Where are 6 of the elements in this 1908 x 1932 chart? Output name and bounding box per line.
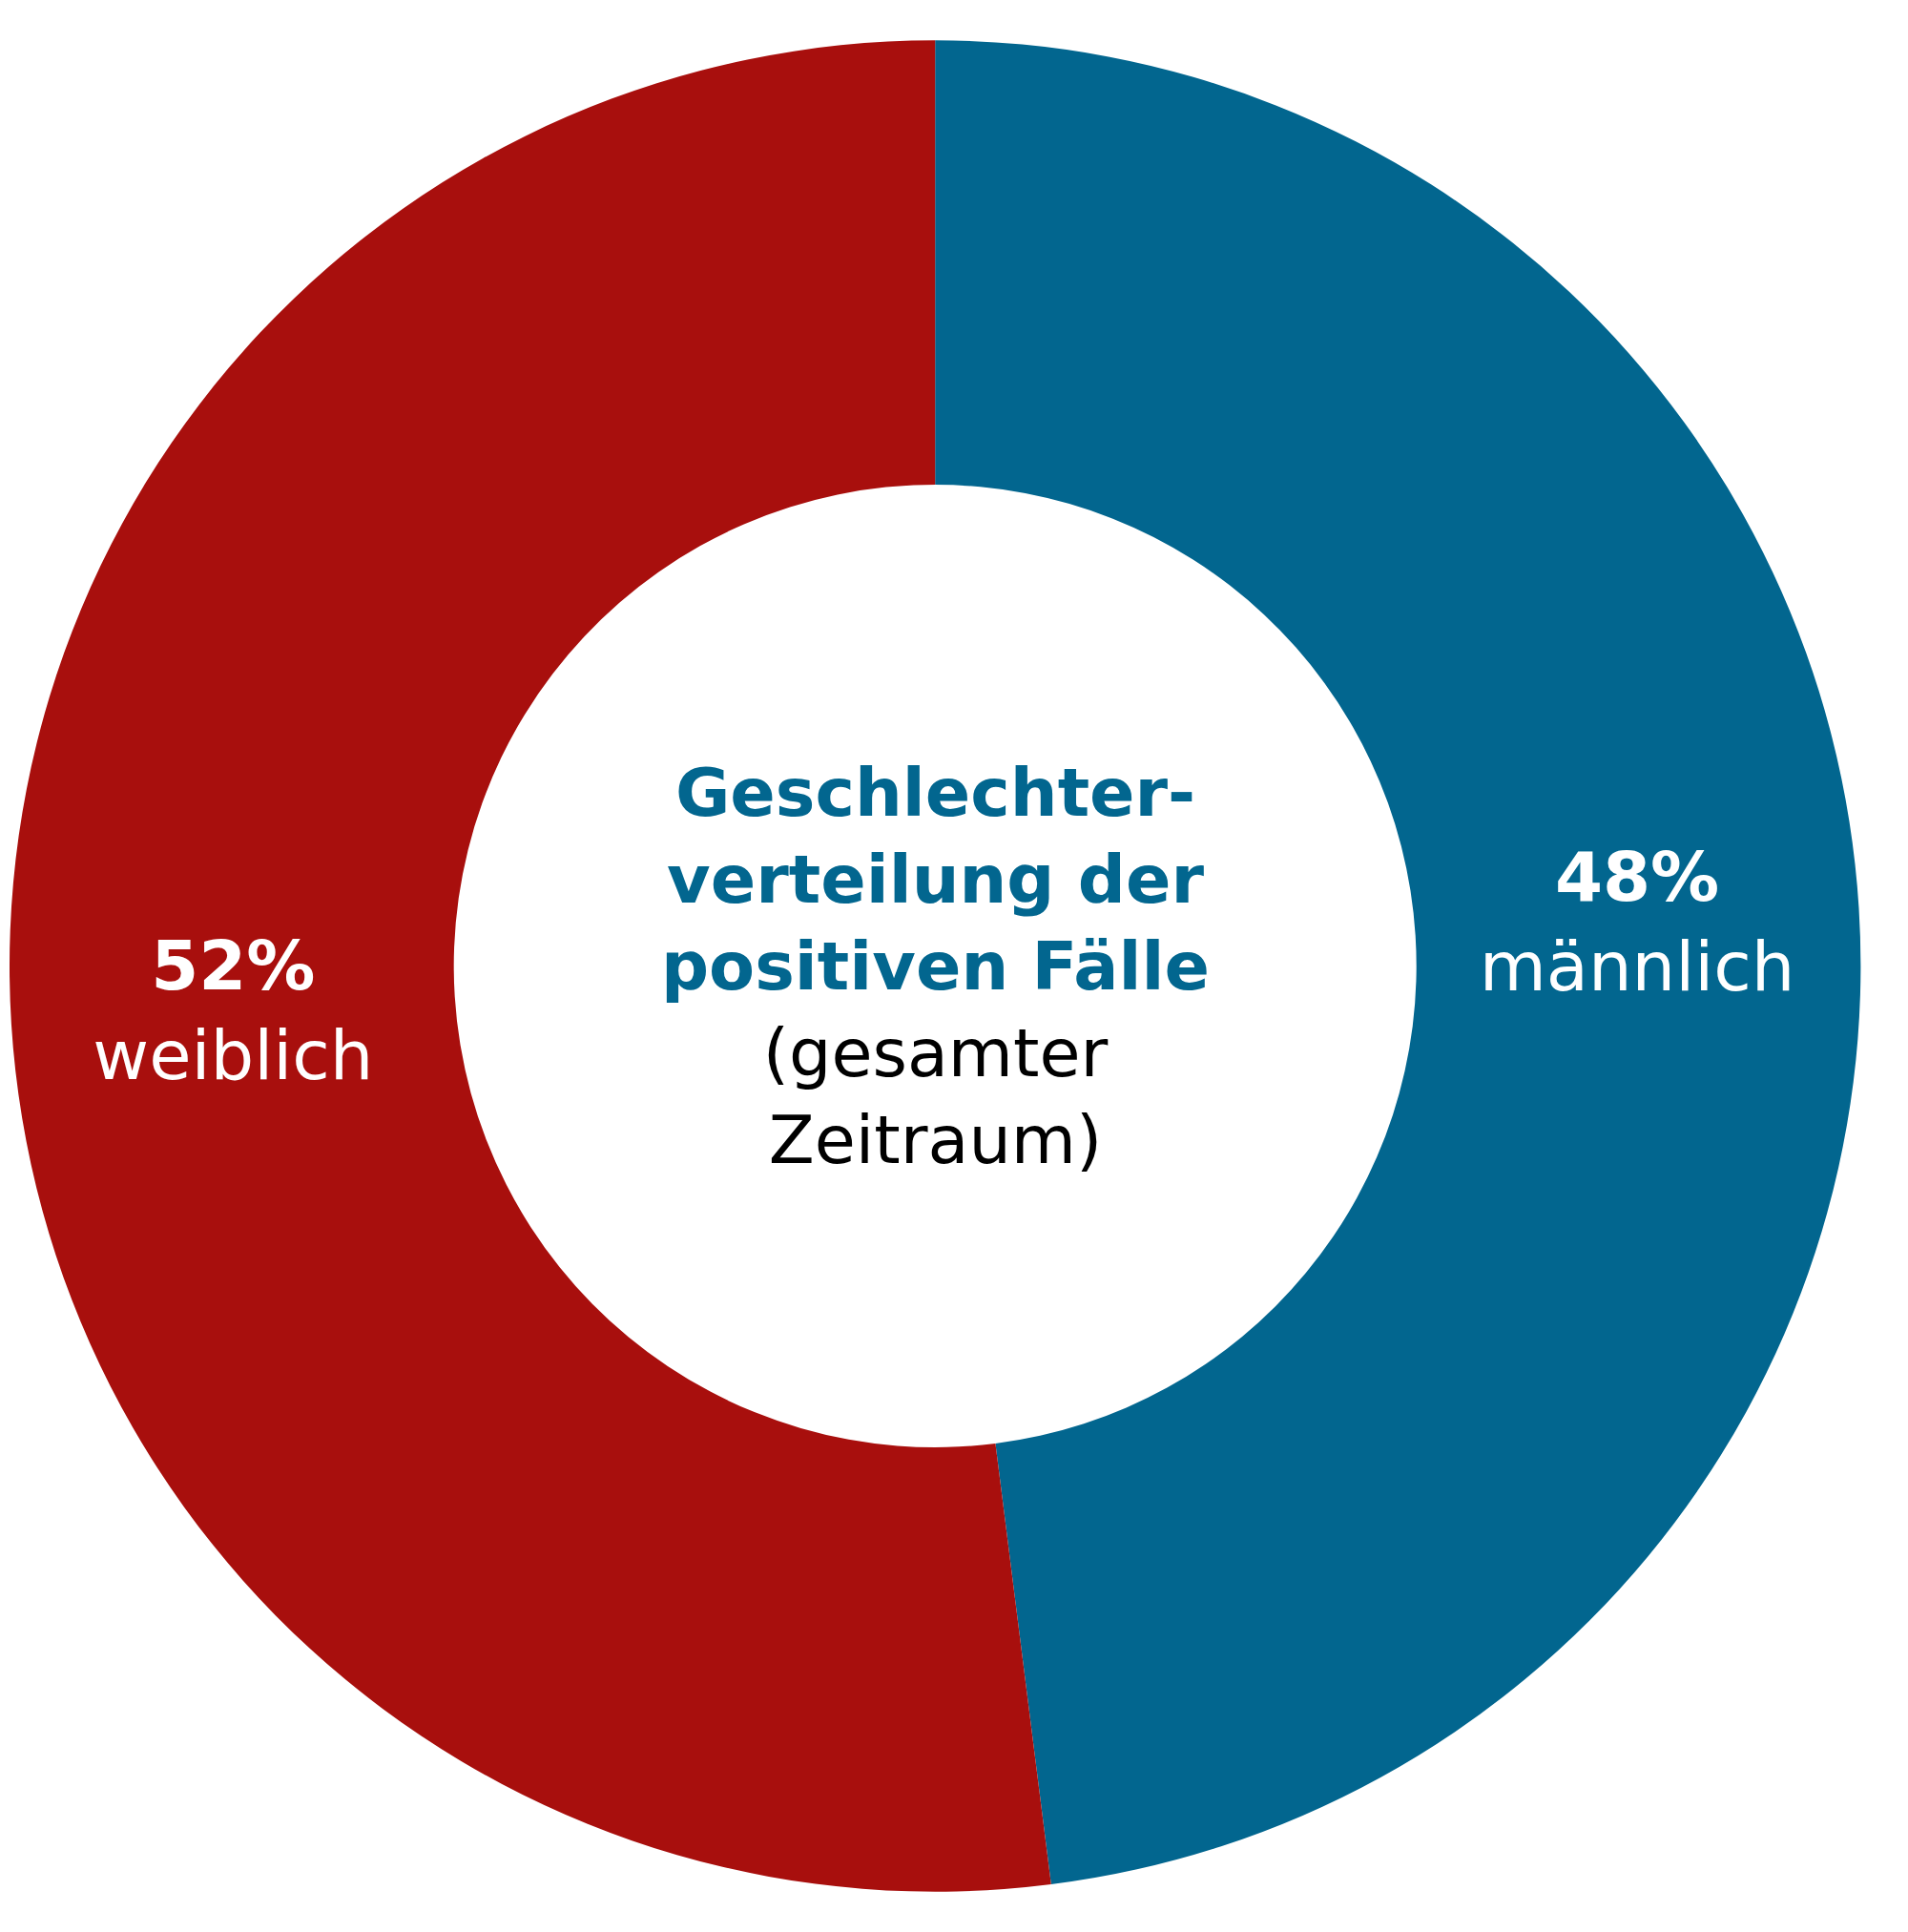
data-label: 52% — [151, 925, 316, 1006]
data-label: 48% — [1554, 837, 1720, 918]
slice-label: männlich — [1479, 926, 1795, 1007]
slice-label: weiblich — [93, 1014, 374, 1095]
text: Geschlechter-verteilung der positiven Fälle — [661, 754, 1211, 1006]
text: (gesamter Zeitraum) — [762, 1014, 1109, 1179]
